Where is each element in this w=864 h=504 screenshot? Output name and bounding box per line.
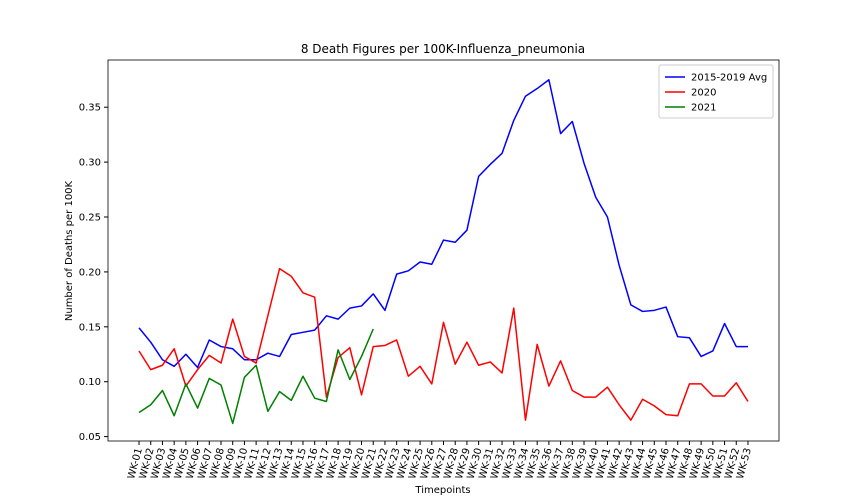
legend-label: 2020 — [691, 88, 716, 99]
y-tick-label: 0.05 — [79, 432, 101, 443]
series-line — [138, 79, 748, 369]
y-tick-label: 0.25 — [79, 213, 101, 224]
series-line — [138, 328, 374, 425]
y-tick-label: 0.30 — [79, 158, 101, 169]
y-axis-label: Number of Deaths per 100K — [64, 180, 75, 321]
legend-label: 2021 — [691, 103, 716, 114]
x-axis-label: Timepoints — [414, 485, 470, 496]
chart-title: 8 Death Figures per 100K-Influenza_pneum… — [301, 42, 585, 56]
y-tick-label: 0.20 — [79, 267, 101, 278]
plot-frame — [107, 59, 780, 442]
y-tick-label: 0.15 — [79, 322, 101, 333]
y-tick-label: 0.35 — [79, 103, 101, 114]
legend-label: 2015-2019 Avg — [691, 73, 767, 84]
y-tick-label: 0.10 — [79, 377, 101, 388]
series-line — [138, 267, 749, 421]
legend-box — [658, 64, 774, 119]
